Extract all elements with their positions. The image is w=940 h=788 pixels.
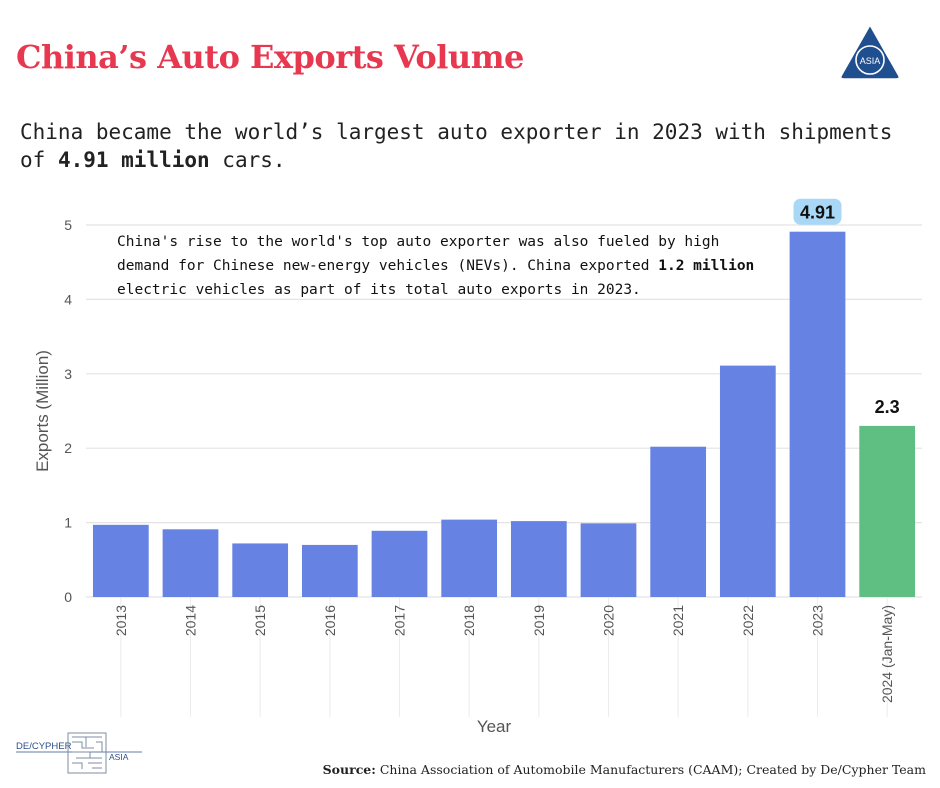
y-tick-label: 4 [64, 291, 72, 307]
decypher-asia-logo: DE/CYPHER ASIA [16, 732, 142, 774]
bar [232, 543, 289, 597]
bar [92, 524, 149, 597]
x-tick-label: 2018 [461, 605, 477, 636]
page-title: China’s Auto Exports Volume [16, 38, 524, 76]
bar [719, 365, 776, 597]
x-tick-label: 2024 (Jan-May) [879, 605, 895, 703]
x-tick-label: 2014 [183, 605, 199, 636]
data-label: 4.91 [800, 203, 835, 223]
asia-triangle-logo-icon: ASIA [840, 23, 900, 80]
data-label-highlight [793, 198, 842, 225]
y-tick-label: 0 [64, 589, 72, 605]
x-tick-label: 2015 [252, 605, 268, 636]
x-tick-label: 2022 [740, 605, 756, 636]
bar [441, 519, 498, 597]
bar [371, 530, 428, 597]
bar [510, 521, 567, 597]
chart-annotation: China's rise to the world's top auto exp… [117, 234, 755, 298]
subtitle: China became the world’s largest auto ex… [20, 120, 893, 172]
y-tick-label: 2 [64, 440, 72, 456]
brand-left-text: DE/CYPHER [16, 741, 72, 752]
bar-chart: 0 1 2 3 4 5 2013 2014 2015 2016 2017 2018 2019 2020 20… [33, 198, 922, 736]
x-tick-label: 2016 [322, 605, 338, 636]
x-tick-label: 2023 [810, 605, 826, 636]
y-tick-label: 3 [64, 366, 72, 382]
x-tick-label: 2019 [531, 605, 547, 636]
maze-icon [67, 732, 107, 774]
x-tick-label: 2020 [601, 605, 617, 636]
x-tick-label: 2017 [392, 605, 408, 636]
bar [650, 446, 707, 597]
bar [301, 544, 358, 597]
bar [859, 425, 916, 597]
data-label: 2.3 [875, 397, 900, 417]
y-tick-label: 5 [64, 217, 72, 233]
x-tick-label: 2013 [113, 605, 129, 636]
bar [162, 529, 219, 597]
brand-right-text: ASIA [109, 752, 129, 762]
x-axis-title: Year [477, 717, 512, 736]
x-tick-label: 2021 [670, 605, 686, 636]
logo-text: ASIA [860, 56, 881, 66]
source-note: Source: China Association of Automobile … [322, 762, 926, 777]
bar [789, 231, 846, 598]
y-tick-label: 1 [64, 515, 72, 531]
bar [580, 523, 637, 597]
y-axis-title: Exports (Million) [33, 350, 52, 472]
